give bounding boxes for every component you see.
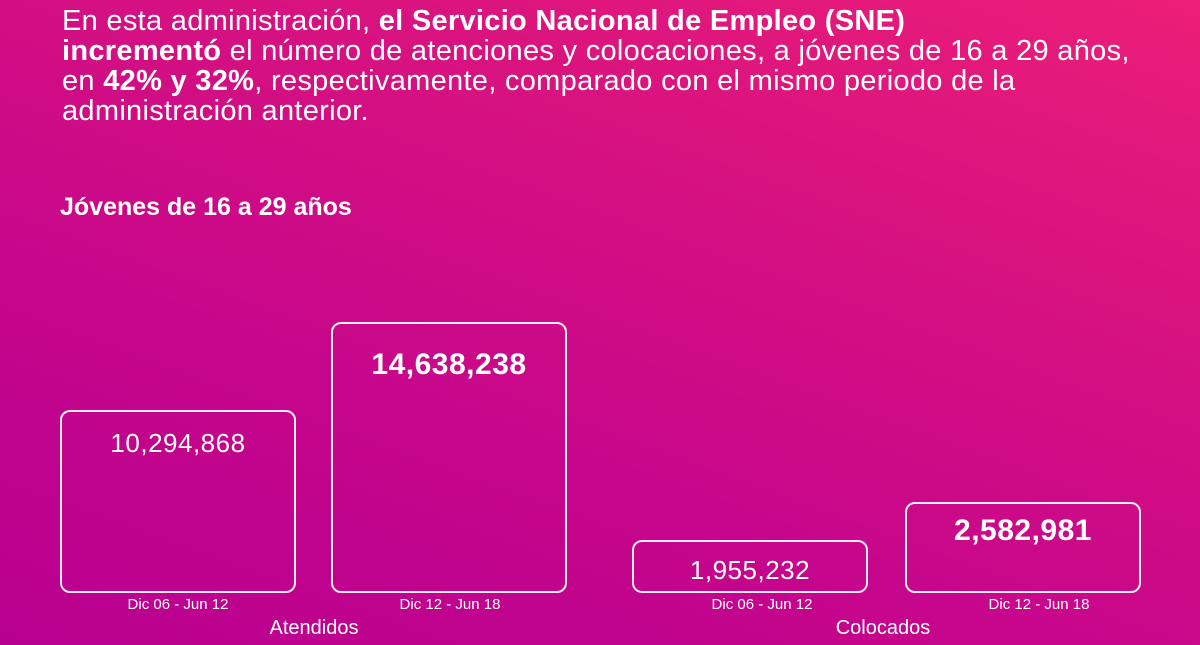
bar-value: 14,638,238: [371, 348, 527, 381]
bar-colocados-2012-2018: 2,582,981: [905, 502, 1141, 593]
chart-title: Jóvenes de 16 a 29 años: [60, 193, 352, 221]
intro-part: En esta administración,: [62, 5, 379, 37]
period-label: Dic 12 - Jun 18: [399, 596, 501, 613]
period-label: Dic 12 - Jun 18: [988, 596, 1090, 613]
period-label: Dic 06 - Jun 12: [127, 596, 229, 613]
bar-atendidos-2006-2012: 10,294,868: [60, 410, 296, 593]
percent-highlight: 42% y 32%: [103, 65, 255, 97]
group-label-atendidos: Atendidos: [269, 617, 359, 639]
bar-value: 1,955,232: [689, 555, 811, 585]
bar-value: 2,582,981: [954, 514, 1092, 547]
bar-value: 10,294,868: [110, 428, 246, 458]
sne-highlight: el Servicio Nacional de Empleo (SNE): [378, 5, 906, 37]
intro-part: el número de atenciones y colocaciones, …: [62, 35, 1130, 97]
group-label-colocados: Colocados: [835, 617, 931, 639]
period-label: Dic 06 - Jun 12: [711, 596, 813, 613]
intro-text: En esta administración, el Servicio Naci…: [62, 6, 1162, 126]
intro-part: , respectivamente, comparado con el mism…: [62, 65, 1016, 127]
bar-colocados-2006-2012: 1,955,232: [632, 540, 868, 593]
increment-highlight: incrementó: [62, 35, 222, 67]
bar-atendidos-2012-2018: 14,638,238: [331, 322, 567, 593]
